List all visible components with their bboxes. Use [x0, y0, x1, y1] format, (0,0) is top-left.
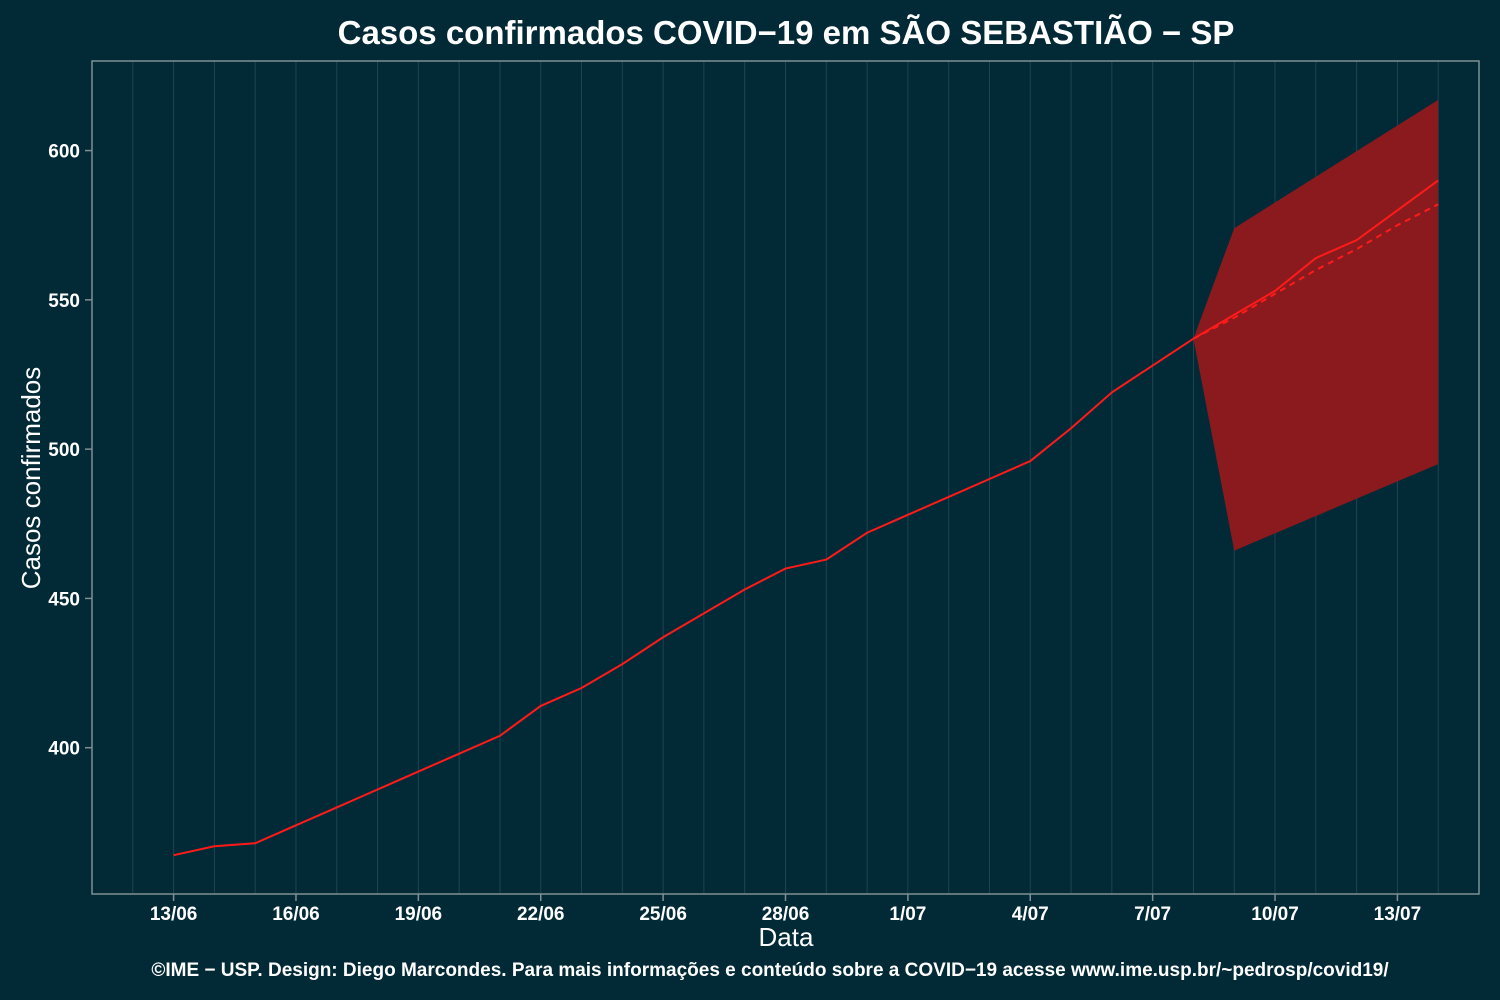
x-axis-title: Data [759, 922, 814, 952]
x-tick-label: 1/07 [889, 904, 926, 925]
grid-lines [132, 61, 1439, 894]
y-tick-label: 500 [48, 440, 80, 461]
confirmed-cases-line [173, 179, 1439, 857]
x-tick-label: 19/06 [395, 904, 443, 925]
x-tick-label: 7/07 [1134, 904, 1171, 925]
x-tick-label: 4/07 [1012, 904, 1049, 925]
y-tick-label: 400 [48, 739, 80, 760]
x-tick-label: 25/06 [639, 904, 687, 925]
x-tick-label: 13/06 [150, 904, 198, 925]
chart-title: Casos confirmados COVID−19 em SÃO SEBAST… [338, 14, 1235, 51]
y-axis-title: Casos confirmados [16, 367, 46, 590]
x-tick-label: 16/06 [272, 904, 320, 925]
chart-caption: ©IME − USP. Design: Diego Marcondes. Par… [151, 960, 1389, 981]
forecast-line [1192, 203, 1439, 340]
x-tick-label: 22/06 [517, 904, 565, 925]
y-tick-label: 600 [48, 142, 80, 163]
x-tick-label: 10/07 [1251, 904, 1299, 925]
x-tick-label: 13/07 [1374, 904, 1422, 925]
y-tick-label: 450 [48, 589, 80, 610]
x-tick-label: 28/06 [762, 904, 810, 925]
forecast-band [1193, 99, 1439, 551]
y-tick-label: 550 [48, 291, 80, 312]
